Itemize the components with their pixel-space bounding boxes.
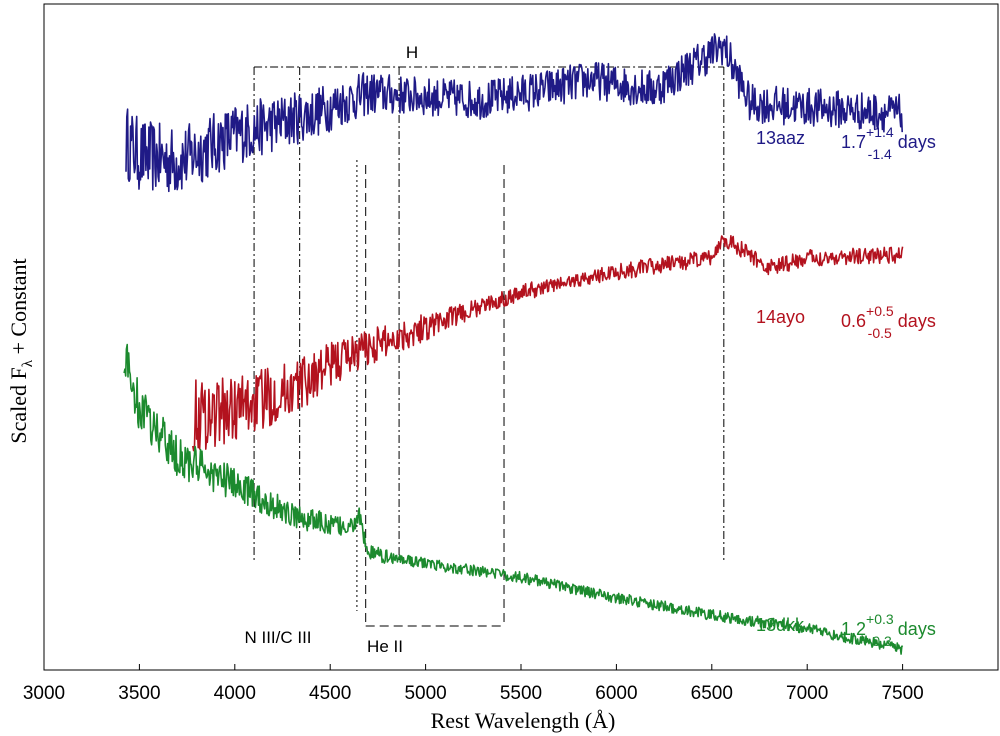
series-name-13dkk: 13dkk	[756, 615, 805, 635]
phase-minus-error: -1.4	[868, 146, 892, 162]
series-phase-13aaz: 1.7+1.4 -1.4 days	[841, 124, 936, 162]
hydrogen-label: H	[406, 43, 418, 62]
heii-label: He II	[367, 637, 403, 656]
x-tick-label: 5500	[500, 683, 542, 704]
series-labels: 13aaz 1.7+1.4 -1.4 days 14ayo 0.6+0.5 -0.5 days…	[756, 124, 936, 649]
phase-value: 1.2	[841, 619, 866, 639]
y-axis-title: Scaled Fλ + Constant	[6, 258, 36, 443]
x-tick-label: 7000	[786, 683, 828, 704]
series-name-13aaz: 13aaz	[756, 128, 805, 148]
x-tick-label: 7500	[881, 683, 923, 704]
series-phase-13dkk: 1.2+0.3 -0.3 days	[841, 611, 936, 649]
y-axis-title-suffix: + Constant	[6, 258, 31, 360]
line-id-brackets: H N III/C III He II	[244, 43, 725, 656]
spectrum-line-14ayo	[192, 235, 904, 452]
series-phase-14ayo: 0.6+0.5 -0.5 days	[841, 303, 936, 341]
x-tick-label: 6000	[595, 683, 637, 704]
phase-plus-error: +0.5	[866, 303, 894, 319]
x-axis-ticks: 3000 3500 4000 4500 5000 5500 6000 6500 7000 7500	[23, 664, 924, 704]
phase-unit: days	[898, 132, 936, 152]
x-tick-label: 4500	[309, 683, 351, 704]
series-name-14ayo: 14ayo	[756, 307, 805, 327]
phase-minus-error: -0.5	[868, 325, 892, 341]
phase-value: 1.7	[841, 132, 866, 152]
x-axis-title: Rest Wavelength (Å)	[431, 708, 616, 733]
phase-plus-error: +1.4	[866, 124, 894, 140]
x-tick-label: 4000	[214, 683, 256, 704]
niii-ciii-label: N III/C III	[244, 628, 311, 647]
phase-unit: days	[898, 619, 936, 639]
phase-value: 0.6	[841, 311, 866, 331]
spectrum-line-13dkk	[123, 343, 904, 655]
spectra-series	[123, 33, 904, 655]
phase-minus-error: -0.3	[868, 633, 892, 649]
spectrum-line-13aaz	[125, 33, 903, 193]
x-tick-label: 5000	[404, 683, 446, 704]
y-axis-title-main: Scaled F	[6, 367, 31, 443]
y-axis-title-subscript: λ	[20, 359, 36, 367]
x-tick-label: 3500	[118, 683, 160, 704]
phase-unit: days	[898, 311, 936, 331]
x-tick-label: 3000	[23, 683, 65, 704]
phase-plus-error: +0.3	[866, 611, 894, 627]
x-tick-label: 6500	[691, 683, 733, 704]
